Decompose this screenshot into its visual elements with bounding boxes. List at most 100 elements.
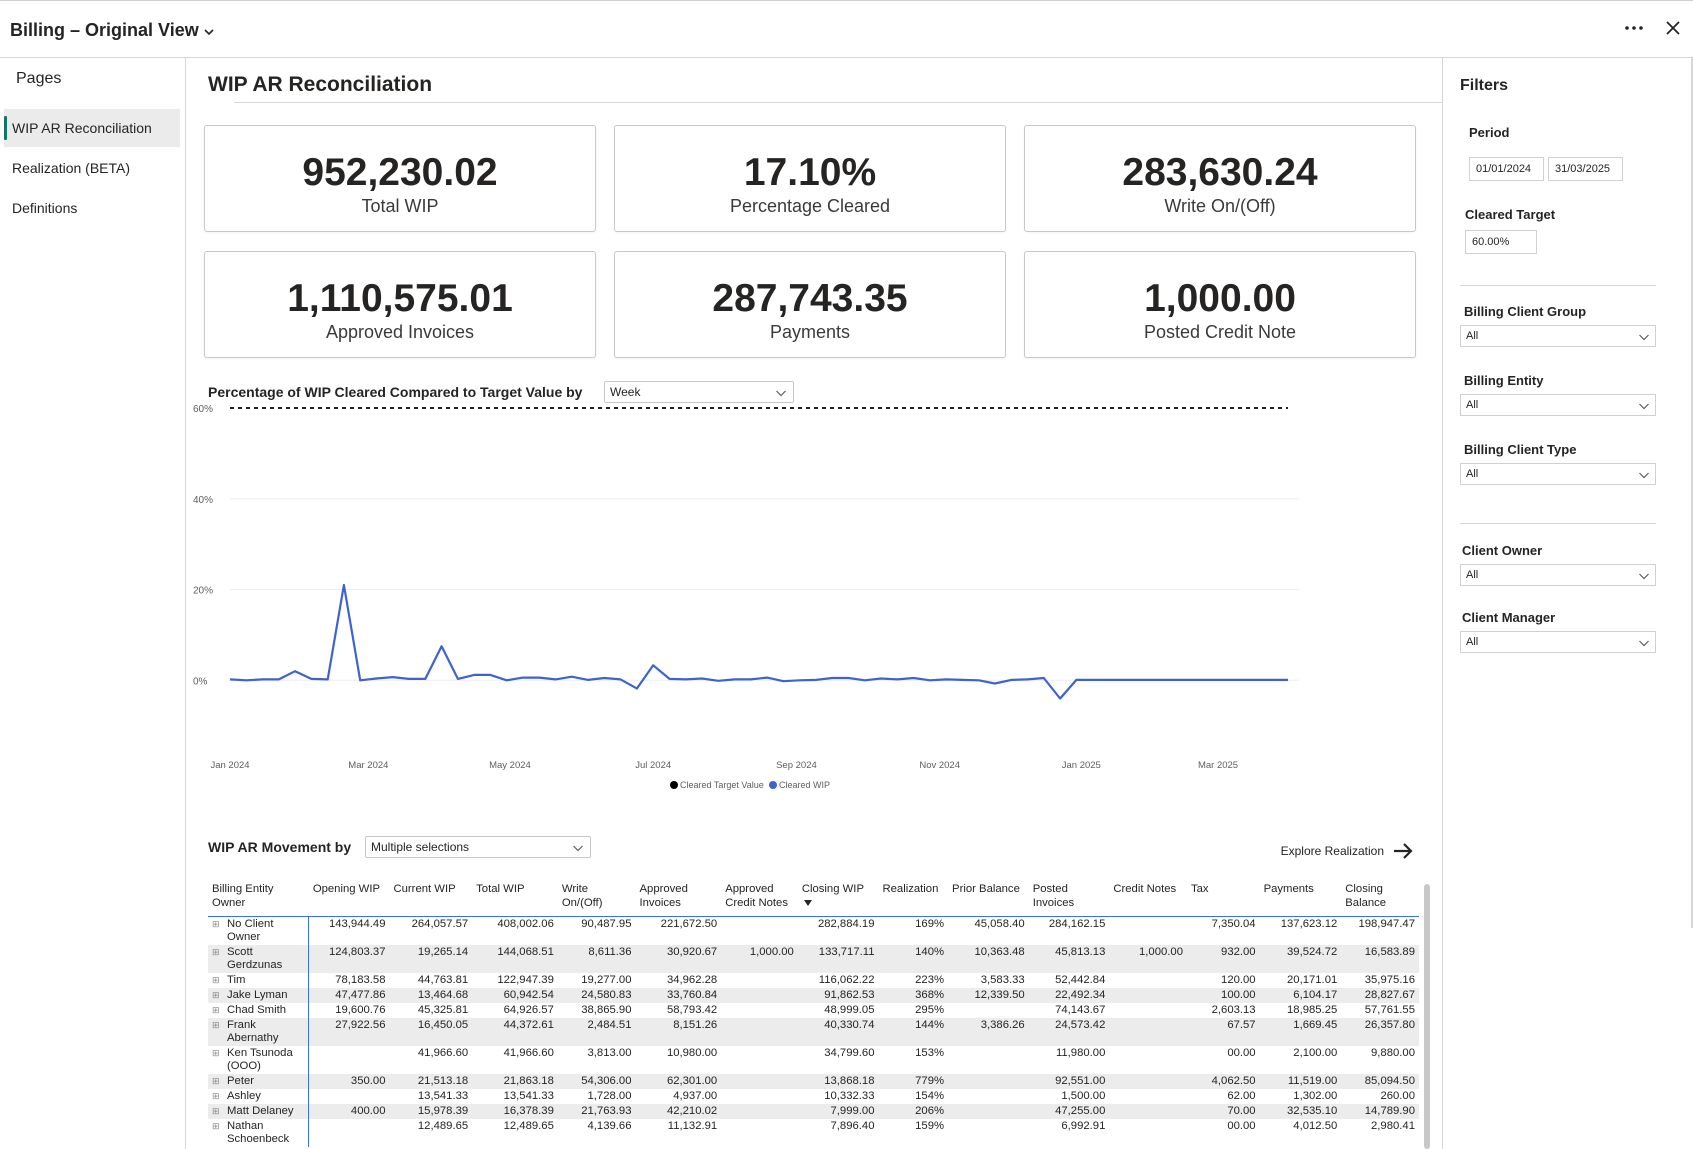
filter-divider — [1460, 285, 1656, 286]
client-owner-dropdown[interactable]: All — [1460, 564, 1656, 586]
column-header[interactable]: Billing Entity Owner — [208, 880, 309, 917]
chevron-down-icon — [1639, 573, 1649, 580]
table-cell: 140% — [878, 944, 949, 973]
table-cell: 70.00 — [1187, 1103, 1260, 1119]
expand-icon[interactable]: ⊞ — [212, 989, 220, 1000]
expand-icon[interactable]: ⊞ — [212, 974, 220, 985]
kpi-card-total-wip: 952,230.02 Total WIP — [204, 125, 596, 232]
table-cell: 16,583.89 — [1341, 944, 1419, 973]
expand-icon[interactable]: ⊞ — [212, 1105, 220, 1116]
x-tick-label: Nov 2024 — [919, 760, 960, 771]
column-header[interactable]: Closing Balance — [1341, 880, 1419, 917]
expand-icon[interactable]: ⊞ — [212, 1004, 220, 1015]
column-header[interactable]: Write On/(Off) — [557, 880, 636, 917]
table-cell: 2,484.51 — [557, 1017, 636, 1046]
table-cell: 7,896.40 — [830, 1119, 875, 1132]
column-header[interactable]: Opening WIP — [308, 880, 390, 917]
table-cell — [1109, 1046, 1187, 1074]
table-cell: 206% — [878, 1103, 949, 1119]
table-cell: 85,094.50 — [1341, 1073, 1419, 1089]
table-cell: 32,535.10 — [1259, 1103, 1342, 1119]
cleared-target-input[interactable]: 60.00% — [1465, 230, 1537, 254]
table-cell: 143,944.49 — [328, 917, 386, 930]
explore-realization-link[interactable]: Explore Realization — [1281, 842, 1414, 860]
expand-icon[interactable]: ⊞ — [212, 1075, 220, 1086]
column-header[interactable]: Payments — [1259, 880, 1342, 917]
table-cell: 35,975.16 — [1364, 973, 1415, 986]
chevron-down-icon — [204, 28, 214, 35]
table-cell: 60,942.54 — [472, 987, 558, 1003]
table-cell: 44,372.61 — [472, 1017, 558, 1046]
table-cell — [309, 1089, 390, 1104]
client-manager-label: Client Manager — [1462, 610, 1556, 625]
billing-entity-label: Billing Entity — [1464, 373, 1544, 388]
table-row: ⊞ Scott Gerdzunas 124,803.37 19,265.14 144,0… — [208, 944, 1419, 973]
column-header[interactable]: Prior Balance — [948, 880, 1029, 917]
column-header[interactable]: Approved Invoices — [635, 880, 722, 917]
page-tab-wip-ar-reconciliation[interactable]: WIP AR Reconciliation — [4, 109, 180, 147]
column-header[interactable]: Approved Credit Notes — [721, 880, 798, 917]
report-title-dropdown[interactable]: Billing – Original View — [10, 20, 215, 41]
owner-cell: ⊞ Ken Tsunoda (OOO) — [208, 1045, 310, 1074]
table-cell: 8,151.26 — [635, 1017, 722, 1046]
table-cell: 64,926.57 — [503, 1003, 554, 1016]
chart-granularity-dropdown[interactable]: Week — [604, 381, 794, 403]
table-cell: 26,357.80 — [1341, 1017, 1419, 1046]
expand-icon[interactable]: ⊞ — [212, 1047, 220, 1058]
slicer-value: All — [1466, 468, 1479, 480]
table-row: ⊞ Ken Tsunoda (OOO) 41,966.60 41,966.60 3,81… — [208, 1045, 1419, 1074]
table-cell — [721, 916, 798, 945]
client-manager-dropdown[interactable]: All — [1460, 631, 1656, 653]
column-header[interactable]: Closing WIP — [797, 880, 879, 917]
column-header[interactable]: Current WIP — [389, 880, 473, 917]
table-cell: 100.00 — [1187, 987, 1260, 1003]
x-tick-label: Sep 2024 — [776, 760, 817, 771]
expand-icon[interactable]: ⊞ — [212, 1120, 220, 1131]
period-start-input[interactable]: 01/01/2024 — [1469, 157, 1544, 181]
expand-icon[interactable]: ⊞ — [212, 946, 220, 957]
legend-marker — [769, 781, 777, 789]
table-cell: 198,947.47 — [1358, 917, 1415, 930]
owner-name: Peter — [227, 1074, 255, 1087]
table-cell: 30,920.67 — [635, 944, 722, 973]
table-cell — [721, 1089, 798, 1104]
period-end-input[interactable]: 31/03/2025 — [1548, 157, 1623, 181]
table-cell — [721, 973, 798, 988]
table-cell: 122,947.39 — [497, 973, 554, 986]
table-cell: 144,068.51 — [472, 944, 558, 973]
page-tab-realization-beta[interactable]: Realization (BETA) — [12, 160, 131, 176]
title-divider — [234, 102, 1484, 103]
filter-divider — [1460, 523, 1656, 524]
expand-icon[interactable]: ⊞ — [212, 1090, 220, 1101]
column-header[interactable]: Posted Invoices — [1028, 880, 1110, 917]
kpi-value: 1,110,575.01 — [287, 277, 513, 320]
page-tab-definitions[interactable]: Definitions — [12, 200, 78, 216]
column-header[interactable]: Realization — [878, 880, 949, 917]
table-row: ⊞ Frank Abernathy 27,922.56 16,450.05 44,372… — [208, 1017, 1419, 1046]
billing-client-group-dropdown[interactable]: All — [1460, 325, 1656, 347]
expand-icon[interactable]: ⊞ — [212, 918, 220, 929]
kpi-card-write-on-off: 283,630.24 Write On/(Off) — [1024, 125, 1416, 232]
billing-client-type-dropdown[interactable]: All — [1460, 463, 1656, 485]
more-options-button[interactable] — [1623, 17, 1645, 39]
expand-icon[interactable]: ⊞ — [212, 1019, 220, 1030]
table-cell: 44,763.81 — [417, 973, 469, 986]
table-cell: 1,500.00 — [1061, 1089, 1106, 1102]
owner-name: Nathan Schoenbeck — [227, 1119, 290, 1145]
close-button[interactable] — [1663, 18, 1683, 38]
table-cell — [721, 1046, 798, 1074]
table-grouping-dropdown[interactable]: Multiple selections — [365, 836, 591, 858]
kpi-card-percentage-cleared: 17.10% Percentage Cleared — [614, 125, 1006, 232]
column-header[interactable]: Total WIP — [472, 880, 558, 917]
table-cell — [948, 1046, 1029, 1074]
table-cell: 260.00 — [1380, 1089, 1415, 1102]
owner-name: Scott Gerdzunas — [227, 945, 283, 971]
column-header[interactable]: Tax — [1187, 880, 1260, 917]
billing-entity-dropdown[interactable]: All — [1460, 394, 1656, 416]
kpi-card-approved-invoices: 1,110,575.01 Approved Invoices — [204, 251, 596, 358]
table-scrollbar[interactable] — [1424, 884, 1430, 1149]
column-header[interactable]: Credit Notes — [1109, 880, 1187, 917]
owner-cell: ⊞ No Client Owner — [208, 916, 310, 945]
table-cell: 350.00 — [308, 1073, 390, 1089]
table-cell: 15,978.39 — [389, 1103, 473, 1119]
